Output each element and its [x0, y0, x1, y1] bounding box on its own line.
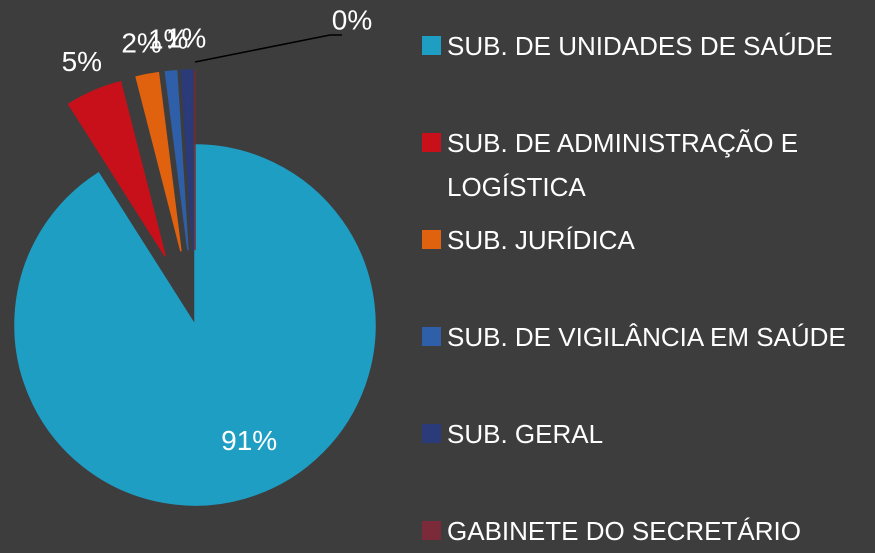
pie-slice [180, 69, 194, 251]
pie-slice [164, 69, 189, 251]
legend-swatch [422, 133, 441, 152]
pie-slice [67, 80, 166, 257]
legend-swatch [422, 230, 441, 249]
legend-item: SUB. DE VIGILÂNCIA EM SAÚDE [422, 315, 872, 359]
legend-item: GABINETE DO SECRETÁRIO [422, 509, 872, 553]
legend-swatch [422, 327, 441, 346]
legend-label: SUB. JURÍDICA [447, 225, 635, 255]
legend-item: SUB. GERAL [422, 412, 872, 456]
legend-label: SUB. DE ADMINISTRAÇÃO E LOGÍSTICA [447, 128, 799, 202]
legend-label: SUB. DE VIGILÂNCIA EM SAÚDE [447, 322, 846, 352]
legend-swatch [422, 424, 441, 443]
leader-line [194, 34, 342, 63]
data-label: 0% [332, 4, 372, 35]
data-label: 5% [62, 46, 102, 77]
legend-swatch [422, 521, 441, 540]
legend-label: GABINETE DO SECRETÁRIO [447, 516, 801, 546]
data-label: 2% [121, 27, 161, 58]
page: {"chart_data": {"type": "pie", "categori… [14, 4, 872, 546]
chart: 91% 5% 2%1%1% 0% [14, 4, 376, 506]
legend-item: SUB. DE UNIDADES DE SAÚDE [422, 24, 872, 68]
pie-slice [135, 71, 182, 252]
legend-item: SUB. DE ADMINISTRAÇÃO E LOGÍSTICA [422, 121, 872, 209]
legend-label: SUB. GERAL [447, 419, 604, 449]
legend-label: SUB. DE UNIDADES DE SAÚDE [447, 31, 833, 61]
data-label: 1% [148, 24, 188, 55]
pie-slice [14, 144, 376, 506]
data-label: 91% [221, 425, 277, 456]
legend: SUB. DE UNIDADES DE SAÚDE SUB. DE ADMINIS… [422, 24, 872, 546]
legend-swatch [422, 36, 441, 55]
data-label: 1% [166, 23, 206, 54]
legend-item: SUB. JURÍDICA [422, 218, 872, 262]
